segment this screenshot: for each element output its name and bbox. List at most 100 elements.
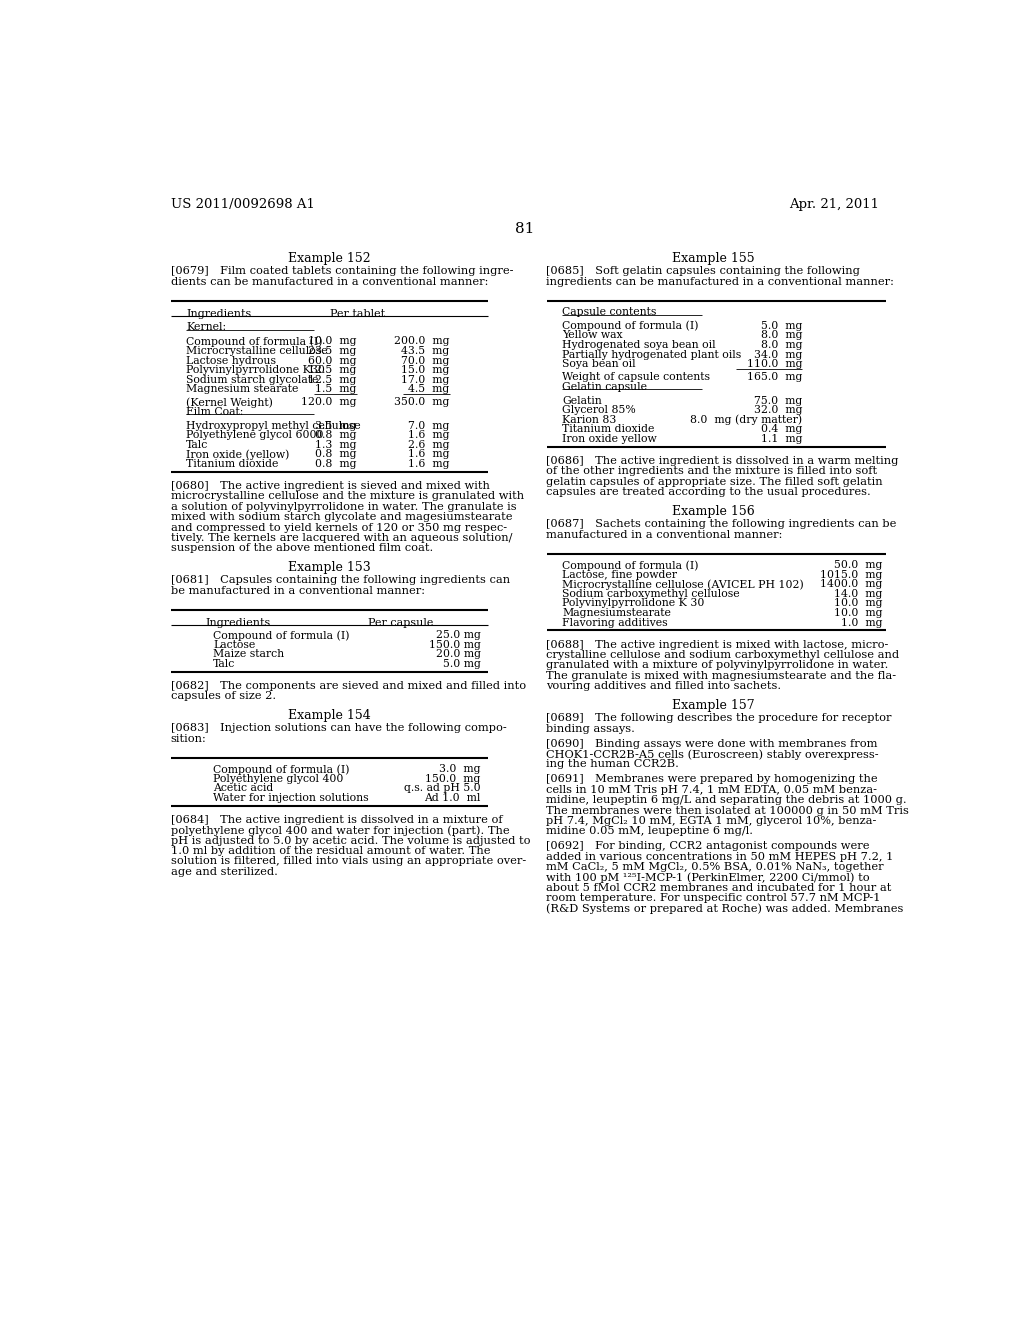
Text: 0.4  mg: 0.4 mg xyxy=(761,425,802,434)
Text: and compressed to yield kernels of 120 or 350 mg respec-: and compressed to yield kernels of 120 o… xyxy=(171,523,507,532)
Text: Ad 1.0  ml: Ad 1.0 ml xyxy=(424,793,480,803)
Text: midine 0.05 mM, leupeptine 6 mg/l.: midine 0.05 mM, leupeptine 6 mg/l. xyxy=(547,826,754,837)
Text: 10.0  mg: 10.0 mg xyxy=(308,337,356,346)
Text: Partially hydrogenated plant oils: Partially hydrogenated plant oils xyxy=(562,350,741,360)
Text: 14.0  mg: 14.0 mg xyxy=(834,589,882,599)
Text: gelatin capsules of appropriate size. The filled soft gelatin: gelatin capsules of appropriate size. Th… xyxy=(547,477,883,487)
Text: 25.0 mg: 25.0 mg xyxy=(436,630,480,640)
Text: mM CaCl₂, 5 mM MgCl₂, 0.5% BSA, 0.01% NaN₃, together: mM CaCl₂, 5 mM MgCl₂, 0.5% BSA, 0.01% Na… xyxy=(547,862,884,873)
Text: room temperature. For unspecific control 57.7 nM MCP-1: room temperature. For unspecific control… xyxy=(547,894,881,903)
Text: 32.0  mg: 32.0 mg xyxy=(754,405,802,416)
Text: Weight of capsule contents: Weight of capsule contents xyxy=(562,372,710,381)
Text: The granulate is mixed with magnesiumstearate and the fla-: The granulate is mixed with magnesiumste… xyxy=(547,671,897,681)
Text: 8.0  mg (dry matter): 8.0 mg (dry matter) xyxy=(690,414,802,425)
Text: Magnesiumstearate: Magnesiumstearate xyxy=(562,609,671,618)
Text: polyethylene glycol 400 and water for injection (part). The: polyethylene glycol 400 and water for in… xyxy=(171,825,509,836)
Text: Talc: Talc xyxy=(186,440,208,450)
Text: 20.0 mg: 20.0 mg xyxy=(435,649,480,659)
Text: [0689] The following describes the procedure for receptor: [0689] The following describes the proce… xyxy=(547,713,892,723)
Text: 5.0  mg: 5.0 mg xyxy=(761,321,802,331)
Text: Ingredients: Ingredients xyxy=(186,309,251,318)
Text: Water for injection solutions: Water for injection solutions xyxy=(213,793,369,803)
Text: 5.0 mg: 5.0 mg xyxy=(442,659,480,669)
Text: pH is adjusted to 5.0 by acetic acid. The volume is adjusted to: pH is adjusted to 5.0 by acetic acid. Th… xyxy=(171,836,530,846)
Text: Titanium dioxide: Titanium dioxide xyxy=(186,459,279,469)
Text: Polyethylene glycol 400: Polyethylene glycol 400 xyxy=(213,774,344,784)
Text: with 100 pM ¹²⁵I-MCP-1 (PerkinElmer, 2200 Ci/mmol) to: with 100 pM ¹²⁵I-MCP-1 (PerkinElmer, 220… xyxy=(547,873,870,883)
Text: 10.0  mg: 10.0 mg xyxy=(834,598,882,609)
Text: 2.6  mg: 2.6 mg xyxy=(409,440,450,450)
Text: (R&D Systems or prepared at Roche) was added. Membranes: (R&D Systems or prepared at Roche) was a… xyxy=(547,904,904,915)
Text: Compound of formula (I): Compound of formula (I) xyxy=(562,560,698,570)
Text: solution is filtered, filled into vials using an appropriate over-: solution is filtered, filled into vials … xyxy=(171,857,526,866)
Text: Per capsule: Per capsule xyxy=(369,618,433,628)
Text: mixed with sodium starch glycolate and magesiumstearate: mixed with sodium starch glycolate and m… xyxy=(171,512,512,523)
Text: Lactose: Lactose xyxy=(213,640,256,649)
Text: of the other ingredients and the mixture is filled into soft: of the other ingredients and the mixture… xyxy=(547,466,878,477)
Text: Soya bean oil: Soya bean oil xyxy=(562,359,636,370)
Text: Iron oxide yellow: Iron oxide yellow xyxy=(562,434,656,444)
Text: 75.0  mg: 75.0 mg xyxy=(754,396,802,405)
Text: 34.0  mg: 34.0 mg xyxy=(754,350,802,360)
Text: Film Coat:: Film Coat: xyxy=(186,407,244,417)
Text: 50.0  mg: 50.0 mg xyxy=(834,560,882,570)
Text: Karion 83: Karion 83 xyxy=(562,414,616,425)
Text: CHOK1-CCR2B-A5 cells (Euroscreen) stably overexpress-: CHOK1-CCR2B-A5 cells (Euroscreen) stably… xyxy=(547,748,880,759)
Text: 1.0 ml by addition of the residual amount of water. The: 1.0 ml by addition of the residual amoun… xyxy=(171,846,490,855)
Text: ing the human CCR2B.: ing the human CCR2B. xyxy=(547,759,679,770)
Text: 10.0  mg: 10.0 mg xyxy=(834,609,882,618)
Text: 1015.0  mg: 1015.0 mg xyxy=(819,570,882,579)
Text: vouring additives and filled into sachets.: vouring additives and filled into sachet… xyxy=(547,681,781,692)
Text: Sodium carboxymethyl cellulose: Sodium carboxymethyl cellulose xyxy=(562,589,739,599)
Text: Example 153: Example 153 xyxy=(288,561,371,574)
Text: midine, leupeptin 6 mg/L and separating the debris at 1000 g.: midine, leupeptin 6 mg/L and separating … xyxy=(547,795,907,805)
Text: age and sterilized.: age and sterilized. xyxy=(171,867,278,876)
Text: Flavoring additives: Flavoring additives xyxy=(562,618,668,628)
Text: Lactose hydrous: Lactose hydrous xyxy=(186,355,276,366)
Text: dients can be manufactured in a conventional manner:: dients can be manufactured in a conventi… xyxy=(171,277,488,286)
Text: [0687] Sachets containing the following ingredients can be: [0687] Sachets containing the following … xyxy=(547,519,897,529)
Text: capsules are treated according to the usual procedures.: capsules are treated according to the us… xyxy=(547,487,871,498)
Text: 43.5  mg: 43.5 mg xyxy=(401,346,450,356)
Text: The membranes were then isolated at 100000 g in 50 mM Tris: The membranes were then isolated at 1000… xyxy=(547,805,909,816)
Text: Example 156: Example 156 xyxy=(672,506,755,519)
Text: Apr. 21, 2011: Apr. 21, 2011 xyxy=(788,198,879,211)
Text: 3.5  mg: 3.5 mg xyxy=(315,421,356,430)
Text: 1.6  mg: 1.6 mg xyxy=(409,430,450,440)
Text: Sodium starch glycolate: Sodium starch glycolate xyxy=(186,375,318,384)
Text: Lactose, fine powder: Lactose, fine powder xyxy=(562,570,677,579)
Text: Iron oxide (yellow): Iron oxide (yellow) xyxy=(186,449,290,461)
Text: [0684] The active ingredient is dissolved in a mixture of: [0684] The active ingredient is dissolve… xyxy=(171,814,502,825)
Text: sition:: sition: xyxy=(171,734,207,743)
Text: 8.0  mg: 8.0 mg xyxy=(761,341,802,350)
Text: Magnesium stearate: Magnesium stearate xyxy=(186,384,299,395)
Text: Compound of formula (I): Compound of formula (I) xyxy=(562,321,698,331)
Text: Gelatin capsule: Gelatin capsule xyxy=(562,381,647,392)
Text: Example 155: Example 155 xyxy=(672,252,755,265)
Text: Acetic acid: Acetic acid xyxy=(213,783,273,793)
Text: Microcrystalline cellulose (AVICEL PH 102): Microcrystalline cellulose (AVICEL PH 10… xyxy=(562,579,804,590)
Text: 8.0  mg: 8.0 mg xyxy=(761,330,802,341)
Text: cells in 10 mM Tris pH 7.4, 1 mM EDTA, 0.05 mM benza-: cells in 10 mM Tris pH 7.4, 1 mM EDTA, 0… xyxy=(547,785,878,795)
Text: 150.0  mg: 150.0 mg xyxy=(425,774,480,784)
Text: suspension of the above mentioned film coat.: suspension of the above mentioned film c… xyxy=(171,544,433,553)
Text: Maize starch: Maize starch xyxy=(213,649,285,659)
Text: [0683] Injection solutions can have the following compo-: [0683] Injection solutions can have the … xyxy=(171,723,507,733)
Text: 3.0  mg: 3.0 mg xyxy=(439,764,480,774)
Text: Compound of formula (I): Compound of formula (I) xyxy=(213,630,350,640)
Text: a solution of polyvinylpyrrolidone in water. The granulate is: a solution of polyvinylpyrrolidone in wa… xyxy=(171,502,516,512)
Text: 150.0 mg: 150.0 mg xyxy=(429,640,480,649)
Text: manufactured in a conventional manner:: manufactured in a conventional manner: xyxy=(547,529,783,540)
Text: [0681] Capsules containing the following ingredients can: [0681] Capsules containing the following… xyxy=(171,576,510,585)
Text: Polyvinylpyrrolidone K30: Polyvinylpyrrolidone K30 xyxy=(186,366,325,375)
Text: 1.3  mg: 1.3 mg xyxy=(315,440,356,450)
Text: microcrystalline cellulose and the mixture is granulated with: microcrystalline cellulose and the mixtu… xyxy=(171,491,523,502)
Text: [0692] For binding, CCR2 antagonist compounds were: [0692] For binding, CCR2 antagonist comp… xyxy=(547,841,870,851)
Text: 81: 81 xyxy=(515,222,535,235)
Text: 4.5  mg: 4.5 mg xyxy=(409,384,450,395)
Text: Talc: Talc xyxy=(213,659,236,669)
Text: 60.0  mg: 60.0 mg xyxy=(308,355,356,366)
Text: Capsule contents: Capsule contents xyxy=(562,308,656,317)
Text: [0691] Membranes were prepared by homogenizing the: [0691] Membranes were prepared by homoge… xyxy=(547,775,879,784)
Text: about 5 fMol CCR2 membranes and incubated for 1 hour at: about 5 fMol CCR2 membranes and incubate… xyxy=(547,883,892,892)
